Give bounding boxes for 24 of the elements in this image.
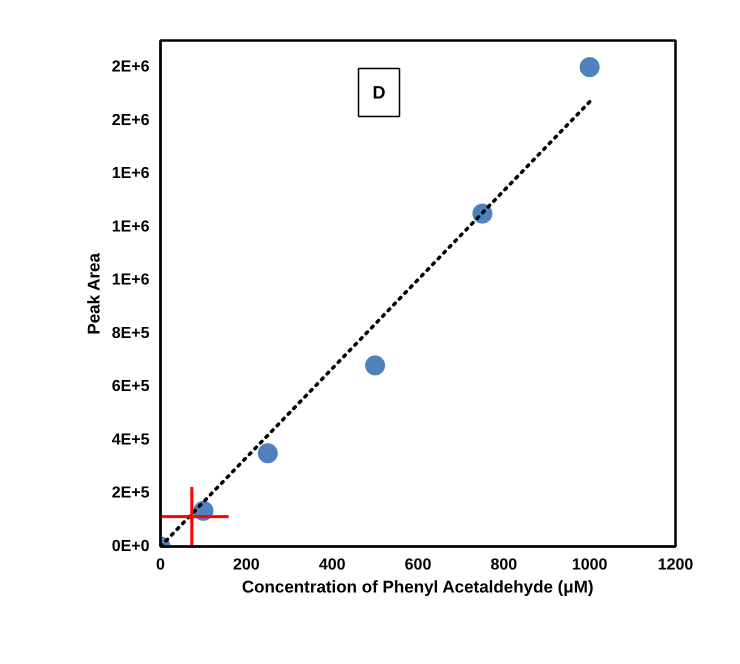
y-tick-label: 1E+6: [112, 218, 150, 236]
y-axis-title: Peak Area: [84, 252, 104, 335]
point: [365, 355, 386, 376]
y-tick-label: 8E+5: [112, 324, 150, 342]
x-tick-label: 1000: [572, 556, 608, 574]
y-tick-label: 1E+6: [112, 272, 150, 289]
y-tick-label: 4E+5: [112, 431, 150, 448]
point: [258, 443, 278, 464]
y-tick-label: 2E+6: [112, 58, 150, 76]
x-tick-label: 0: [156, 556, 166, 574]
point: [184, 509, 200, 524]
x-tick-label: 800: [490, 556, 518, 574]
x-tick-label: 600: [404, 556, 432, 574]
x-tick-label: 1200: [658, 556, 694, 574]
y-tick-label: 0E+0: [112, 538, 150, 555]
x-tick-label: 200: [232, 556, 260, 574]
y-tick-label: 2E+6: [112, 112, 150, 129]
y-tick-label: 6E+5: [112, 378, 150, 396]
point: [580, 57, 600, 78]
x-axis-title: Concentration of Phenyl Acetaldehyde (μM): [242, 578, 594, 596]
annotation: D: [372, 82, 386, 102]
y-tick-label: 2E+5: [112, 484, 150, 502]
x-tick-label: 400: [318, 556, 346, 574]
y-tick-label: 1E+6: [112, 165, 150, 182]
